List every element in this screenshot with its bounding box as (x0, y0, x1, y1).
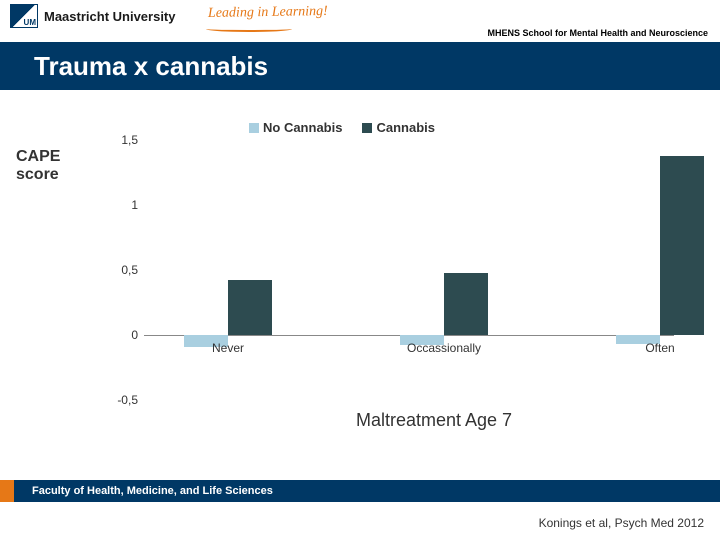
university-name: Maastricht University (44, 9, 176, 24)
y-axis-label: CAPE score (16, 148, 96, 184)
x-axis-label: Maltreatment Age 7 (284, 410, 584, 431)
header: Maastricht University Leading in Learnin… (0, 0, 720, 42)
tagline: Leading in Learning! (208, 4, 328, 22)
institute-name: MHENS School for Mental Health and Neuro… (487, 28, 708, 38)
tagline-underline (206, 26, 292, 32)
legend: No Cannabis Cannabis (249, 120, 435, 135)
legend-label-no-cannabis: No Cannabis (263, 120, 342, 135)
logo: Maastricht University (10, 4, 176, 28)
footer-accent (0, 480, 14, 502)
legend-item-cannabis: Cannabis (362, 120, 435, 135)
bar (228, 280, 272, 335)
legend-item-no-cannabis: No Cannabis (249, 120, 342, 135)
chart: No Cannabis Cannabis CAPE score 1,510,50… (34, 120, 684, 460)
y-tick: 1,5 (104, 133, 138, 147)
category-label: Often (645, 341, 674, 355)
y-tick: 1 (104, 198, 138, 212)
bar (660, 156, 704, 335)
plot-area: 1,510,50-0,5NeverOccassionallyOften (144, 140, 674, 400)
legend-swatch-cannabis (362, 123, 372, 133)
logo-icon (10, 4, 38, 28)
citation: Konings et al, Psych Med 2012 (539, 516, 704, 530)
title-band: Trauma x cannabis (0, 42, 720, 90)
page-title: Trauma x cannabis (34, 51, 268, 82)
y-tick: 0,5 (104, 263, 138, 277)
category-label: Occassionally (407, 341, 481, 355)
footer: Faculty of Health, Medicine, and Life Sc… (0, 480, 720, 502)
legend-swatch-no-cannabis (249, 123, 259, 133)
y-tick: -0,5 (104, 393, 138, 407)
y-tick: 0 (104, 328, 138, 342)
bar (444, 273, 488, 335)
faculty-name: Faculty of Health, Medicine, and Life Sc… (14, 480, 720, 502)
category-label: Never (212, 341, 244, 355)
legend-label-cannabis: Cannabis (376, 120, 435, 135)
